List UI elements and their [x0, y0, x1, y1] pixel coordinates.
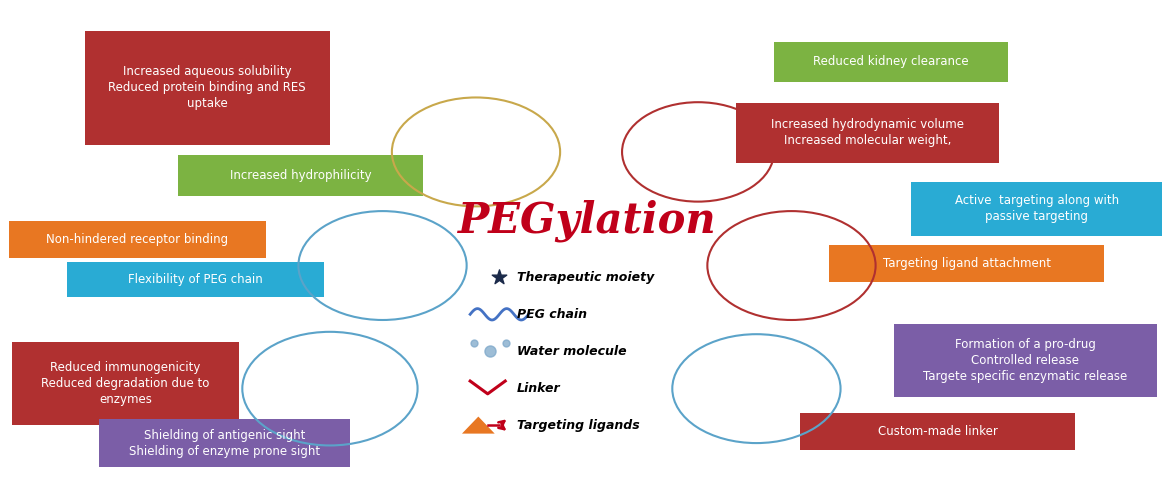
FancyBboxPatch shape — [830, 245, 1104, 282]
Text: Targeting ligands: Targeting ligands — [517, 419, 640, 432]
FancyBboxPatch shape — [736, 103, 999, 162]
Text: Flexibility of PEG chain: Flexibility of PEG chain — [128, 273, 263, 286]
Text: Increased hydrophilicity: Increased hydrophilicity — [230, 169, 371, 182]
Polygon shape — [463, 417, 494, 433]
Text: Water molecule: Water molecule — [517, 345, 627, 358]
Text: Linker: Linker — [517, 382, 560, 395]
Text: PEGylation: PEGylation — [458, 199, 716, 242]
FancyBboxPatch shape — [911, 182, 1162, 236]
Text: Therapeutic moiety: Therapeutic moiety — [517, 271, 654, 284]
Text: Non-hindered receptor binding: Non-hindered receptor binding — [46, 233, 228, 246]
Text: Reduced kidney clearance: Reduced kidney clearance — [812, 56, 969, 68]
Point — [490, 274, 508, 281]
FancyBboxPatch shape — [893, 323, 1156, 397]
Text: Increased hydrodynamic volume
Increased molecular weight,: Increased hydrodynamic volume Increased … — [771, 118, 964, 148]
Text: Active  targeting along with
passive targeting: Active targeting along with passive targ… — [954, 194, 1119, 223]
FancyBboxPatch shape — [801, 413, 1075, 450]
Text: Reduced immunogenicity
Reduced degradation due to
enzymes: Reduced immunogenicity Reduced degradati… — [41, 361, 210, 406]
Text: Targeting ligand attachment: Targeting ligand attachment — [883, 257, 1051, 270]
FancyBboxPatch shape — [774, 42, 1007, 82]
Text: PEG chain: PEG chain — [517, 308, 587, 321]
Text: Formation of a pro-drug
Controlled release
Targete specific enzymatic release: Formation of a pro-drug Controlled relea… — [923, 338, 1127, 383]
FancyBboxPatch shape — [178, 156, 424, 196]
FancyBboxPatch shape — [12, 342, 239, 425]
FancyBboxPatch shape — [8, 221, 265, 258]
Text: Shielding of antigenic sight
Shielding of enzyme prone sight: Shielding of antigenic sight Shielding o… — [129, 429, 321, 457]
Text: Custom-made linker: Custom-made linker — [878, 425, 998, 438]
FancyBboxPatch shape — [85, 31, 330, 145]
FancyBboxPatch shape — [67, 262, 324, 297]
FancyBboxPatch shape — [99, 420, 350, 467]
Text: Increased aqueous solubility
Reduced protein binding and RES
uptake: Increased aqueous solubility Reduced pro… — [108, 66, 306, 111]
